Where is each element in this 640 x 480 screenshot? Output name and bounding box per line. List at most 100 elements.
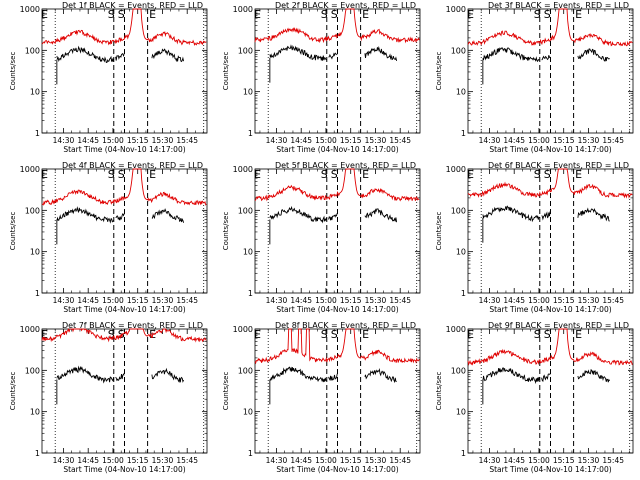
marker-letter-e: E bbox=[254, 168, 261, 181]
x-tick-label: 14:45 bbox=[290, 456, 312, 465]
panel-title: Det 1f BLACK = Events, RED = LLD bbox=[62, 1, 203, 10]
x-tick-label: 15:30 bbox=[152, 296, 174, 305]
x-tick-label: 14:30 bbox=[479, 296, 501, 305]
marker-letter-s: S bbox=[534, 8, 541, 21]
marker-letter-e: E bbox=[149, 8, 156, 21]
marker-letter-s: S bbox=[108, 328, 115, 341]
x-tick-label: 14:45 bbox=[503, 456, 525, 465]
y-axis-label: Counts/sec bbox=[9, 52, 17, 91]
y-tick-label: 10 bbox=[243, 408, 253, 417]
x-tick-label: 15:00 bbox=[315, 456, 337, 465]
x-tick-label: 15:30 bbox=[152, 136, 174, 145]
y-axis-label: Counts/sec bbox=[435, 372, 443, 411]
y-tick-label: 1000 bbox=[20, 325, 40, 334]
y-axis-label: Counts/sec bbox=[9, 212, 17, 251]
y-tick-label: 1000 bbox=[446, 5, 466, 14]
x-axis-label: Start Time (04-Nov-10 14:17:00) bbox=[489, 465, 611, 474]
y-axis-label: Counts/sec bbox=[9, 372, 17, 411]
panel-title: Det 8f BLACK = Events, RED = LLD bbox=[275, 321, 416, 330]
marker-letter-e: E bbox=[41, 168, 48, 181]
panel-det-9f: Det 9f BLACK = Events, RED = LLD 1 10 100 10… bbox=[435, 321, 634, 474]
panel-det-7f: Det 7f BLACK = Events, RED = LLD 1 10 100 10… bbox=[9, 321, 208, 474]
y-tick-label: 1000 bbox=[446, 325, 466, 334]
x-tick-label: 15:15 bbox=[340, 136, 362, 145]
x-tick-label: 15:45 bbox=[176, 456, 198, 465]
x-tick-label: 15:30 bbox=[578, 456, 600, 465]
y-tick-label: 1 bbox=[461, 129, 466, 138]
y-axis-label: Counts/sec bbox=[222, 52, 230, 91]
marker-letter-s: S bbox=[331, 8, 338, 21]
y-tick-label: 10 bbox=[456, 88, 466, 97]
series-line-events bbox=[269, 366, 397, 384]
series-line-events bbox=[482, 205, 610, 223]
marker-letter-s: S bbox=[108, 168, 115, 181]
series-line-events bbox=[482, 46, 610, 63]
panel-title: Det 4f BLACK = Events, RED = LLD bbox=[62, 161, 203, 170]
x-tick-label: 14:45 bbox=[290, 296, 312, 305]
series-line-events bbox=[269, 205, 398, 224]
marker-letter-e: E bbox=[254, 8, 261, 21]
panel-det-5f: Det 5f BLACK = Events, RED = LLD 1 10 100 10… bbox=[222, 161, 421, 314]
y-tick-label: 100 bbox=[451, 46, 466, 55]
x-tick-label: 15:00 bbox=[102, 296, 124, 305]
panel-det-8f: Det 8f BLACK = Events, RED = LLD 1 10 100 10… bbox=[222, 321, 421, 474]
x-tick-label: 15:15 bbox=[553, 456, 575, 465]
x-tick-label: 15:30 bbox=[152, 456, 174, 465]
y-tick-label: 100 bbox=[238, 46, 253, 55]
x-tick-label: 14:30 bbox=[53, 296, 75, 305]
x-tick-label: 14:45 bbox=[77, 456, 99, 465]
y-tick-label: 1000 bbox=[446, 165, 466, 174]
marker-letter-s: S bbox=[108, 8, 115, 21]
x-tick-label: 15:00 bbox=[102, 136, 124, 145]
x-tick-label: 14:30 bbox=[53, 456, 75, 465]
panel-title: Det 9f BLACK = Events, RED = LLD bbox=[488, 321, 629, 330]
marker-letter-e: E bbox=[575, 8, 582, 21]
y-tick-label: 1000 bbox=[20, 165, 40, 174]
x-tick-label: 15:00 bbox=[528, 456, 550, 465]
series-line-lld bbox=[467, 8, 633, 47]
y-tick-label: 1000 bbox=[233, 5, 253, 14]
y-tick-label: 100 bbox=[451, 206, 466, 215]
series-line-lld bbox=[467, 168, 633, 199]
y-tick-label: 1000 bbox=[20, 5, 40, 14]
x-tick-label: 15:15 bbox=[340, 456, 362, 465]
marker-letter-e: E bbox=[467, 168, 474, 181]
x-tick-label: 14:30 bbox=[266, 296, 288, 305]
x-tick-label: 15:45 bbox=[602, 456, 624, 465]
y-axis-label: Counts/sec bbox=[222, 212, 230, 251]
series-line-lld bbox=[254, 8, 420, 44]
x-tick-label: 14:45 bbox=[290, 136, 312, 145]
marker-letter-s: S bbox=[321, 8, 328, 21]
panel-det-1f: Det 1f BLACK = Events, RED = LLD 1 10 100 10… bbox=[9, 1, 208, 154]
x-tick-label: 15:15 bbox=[553, 136, 575, 145]
series-line-lld bbox=[41, 8, 207, 46]
marker-letter-e: E bbox=[467, 8, 474, 21]
x-tick-label: 15:00 bbox=[102, 456, 124, 465]
x-tick-label: 14:45 bbox=[503, 296, 525, 305]
x-tick-label: 14:30 bbox=[266, 456, 288, 465]
y-tick-label: 1 bbox=[248, 289, 253, 298]
x-tick-label: 15:30 bbox=[365, 456, 387, 465]
x-axis-label: Start Time (04-Nov-10 14:17:00) bbox=[489, 145, 611, 154]
x-tick-label: 15:45 bbox=[389, 456, 411, 465]
x-tick-label: 15:00 bbox=[315, 136, 337, 145]
series-line-lld bbox=[467, 328, 633, 366]
x-tick-label: 15:15 bbox=[127, 296, 149, 305]
marker-letter-e: E bbox=[254, 328, 261, 341]
x-tick-label: 15:45 bbox=[176, 136, 198, 145]
marker-letter-s: S bbox=[534, 328, 541, 341]
marker-letter-s: S bbox=[321, 328, 328, 341]
y-tick-label: 1 bbox=[35, 129, 40, 138]
marker-letter-s: S bbox=[544, 328, 551, 341]
marker-letter-e: E bbox=[362, 8, 369, 21]
y-tick-label: 100 bbox=[25, 366, 40, 375]
series-line-events bbox=[482, 367, 610, 385]
series-line-events bbox=[56, 206, 185, 224]
x-tick-label: 15:15 bbox=[340, 296, 362, 305]
y-tick-label: 1000 bbox=[233, 165, 253, 174]
y-tick-label: 100 bbox=[238, 366, 253, 375]
marker-letter-s: S bbox=[331, 168, 338, 181]
panel-det-6f: Det 6f BLACK = Events, RED = LLD 1 10 100 10… bbox=[435, 161, 634, 314]
y-tick-label: 100 bbox=[238, 206, 253, 215]
